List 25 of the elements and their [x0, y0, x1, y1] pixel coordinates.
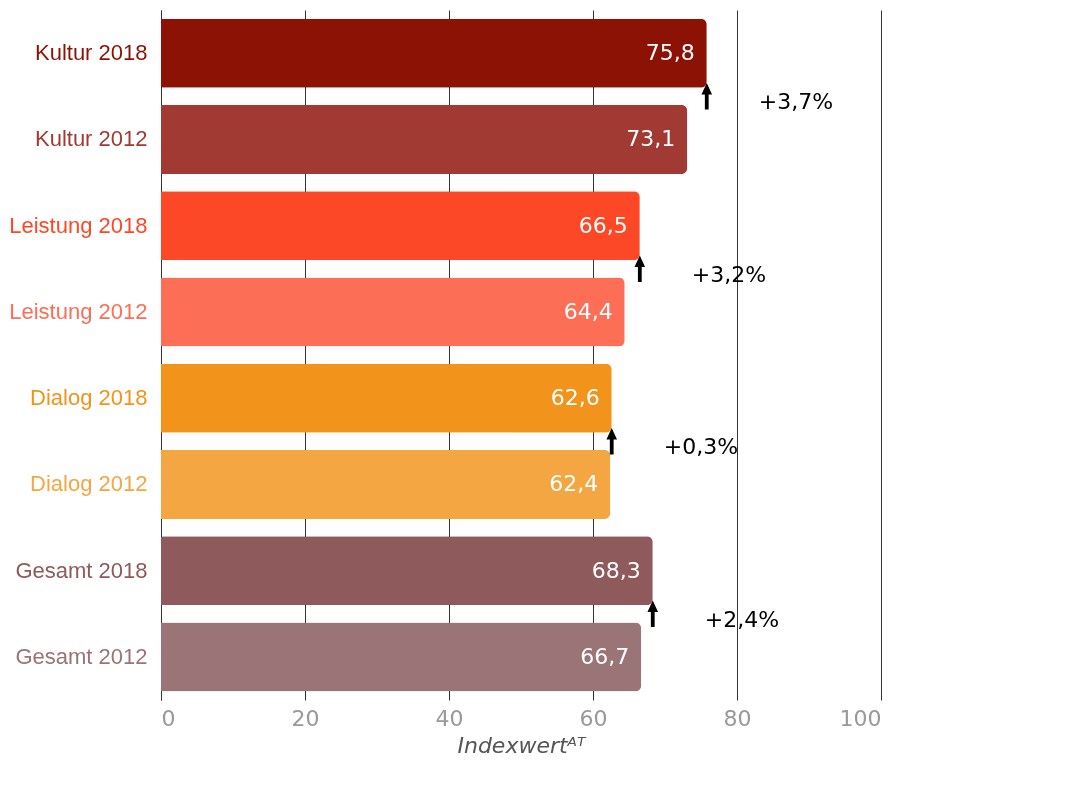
data-label: 64,4: [563, 298, 613, 324]
y-tick-label: Kultur 2012: [34, 126, 148, 152]
data-label: 66,5: [578, 212, 628, 238]
data-label: 62,4: [549, 471, 599, 497]
data-label: 73,1: [626, 126, 676, 152]
y-tick-label: Dialog 2012: [30, 471, 148, 497]
annotation: +0,3%: [663, 434, 739, 460]
data-label: 66,7: [580, 643, 630, 669]
y-tick-label: Gesamt 2018: [15, 557, 148, 583]
x-tick-label: 60: [579, 705, 608, 731]
y-tick-label: Kultur 2018: [34, 40, 148, 66]
y-tick-label: Gesamt 2012: [15, 643, 148, 669]
x-axis-title: Indexwertᴬᵀ: [457, 732, 588, 758]
data-label: 62,6: [550, 385, 600, 411]
y-tick-label: Dialog 2018: [30, 385, 148, 411]
data-label: 75,8: [645, 40, 695, 66]
x-tick-label: 20: [291, 705, 320, 731]
x-tick-label: 100: [839, 705, 882, 731]
x-tick-label: 0: [161, 705, 176, 731]
data-label: 68,3: [591, 557, 641, 583]
x-tick-label: 80: [723, 705, 752, 731]
y-tick-label: Leistung 2018: [9, 212, 148, 238]
y-tick-label: Leistung 2012: [9, 298, 148, 324]
x-tick-label: 40: [435, 705, 464, 731]
annotation: +3,7%: [758, 89, 834, 115]
